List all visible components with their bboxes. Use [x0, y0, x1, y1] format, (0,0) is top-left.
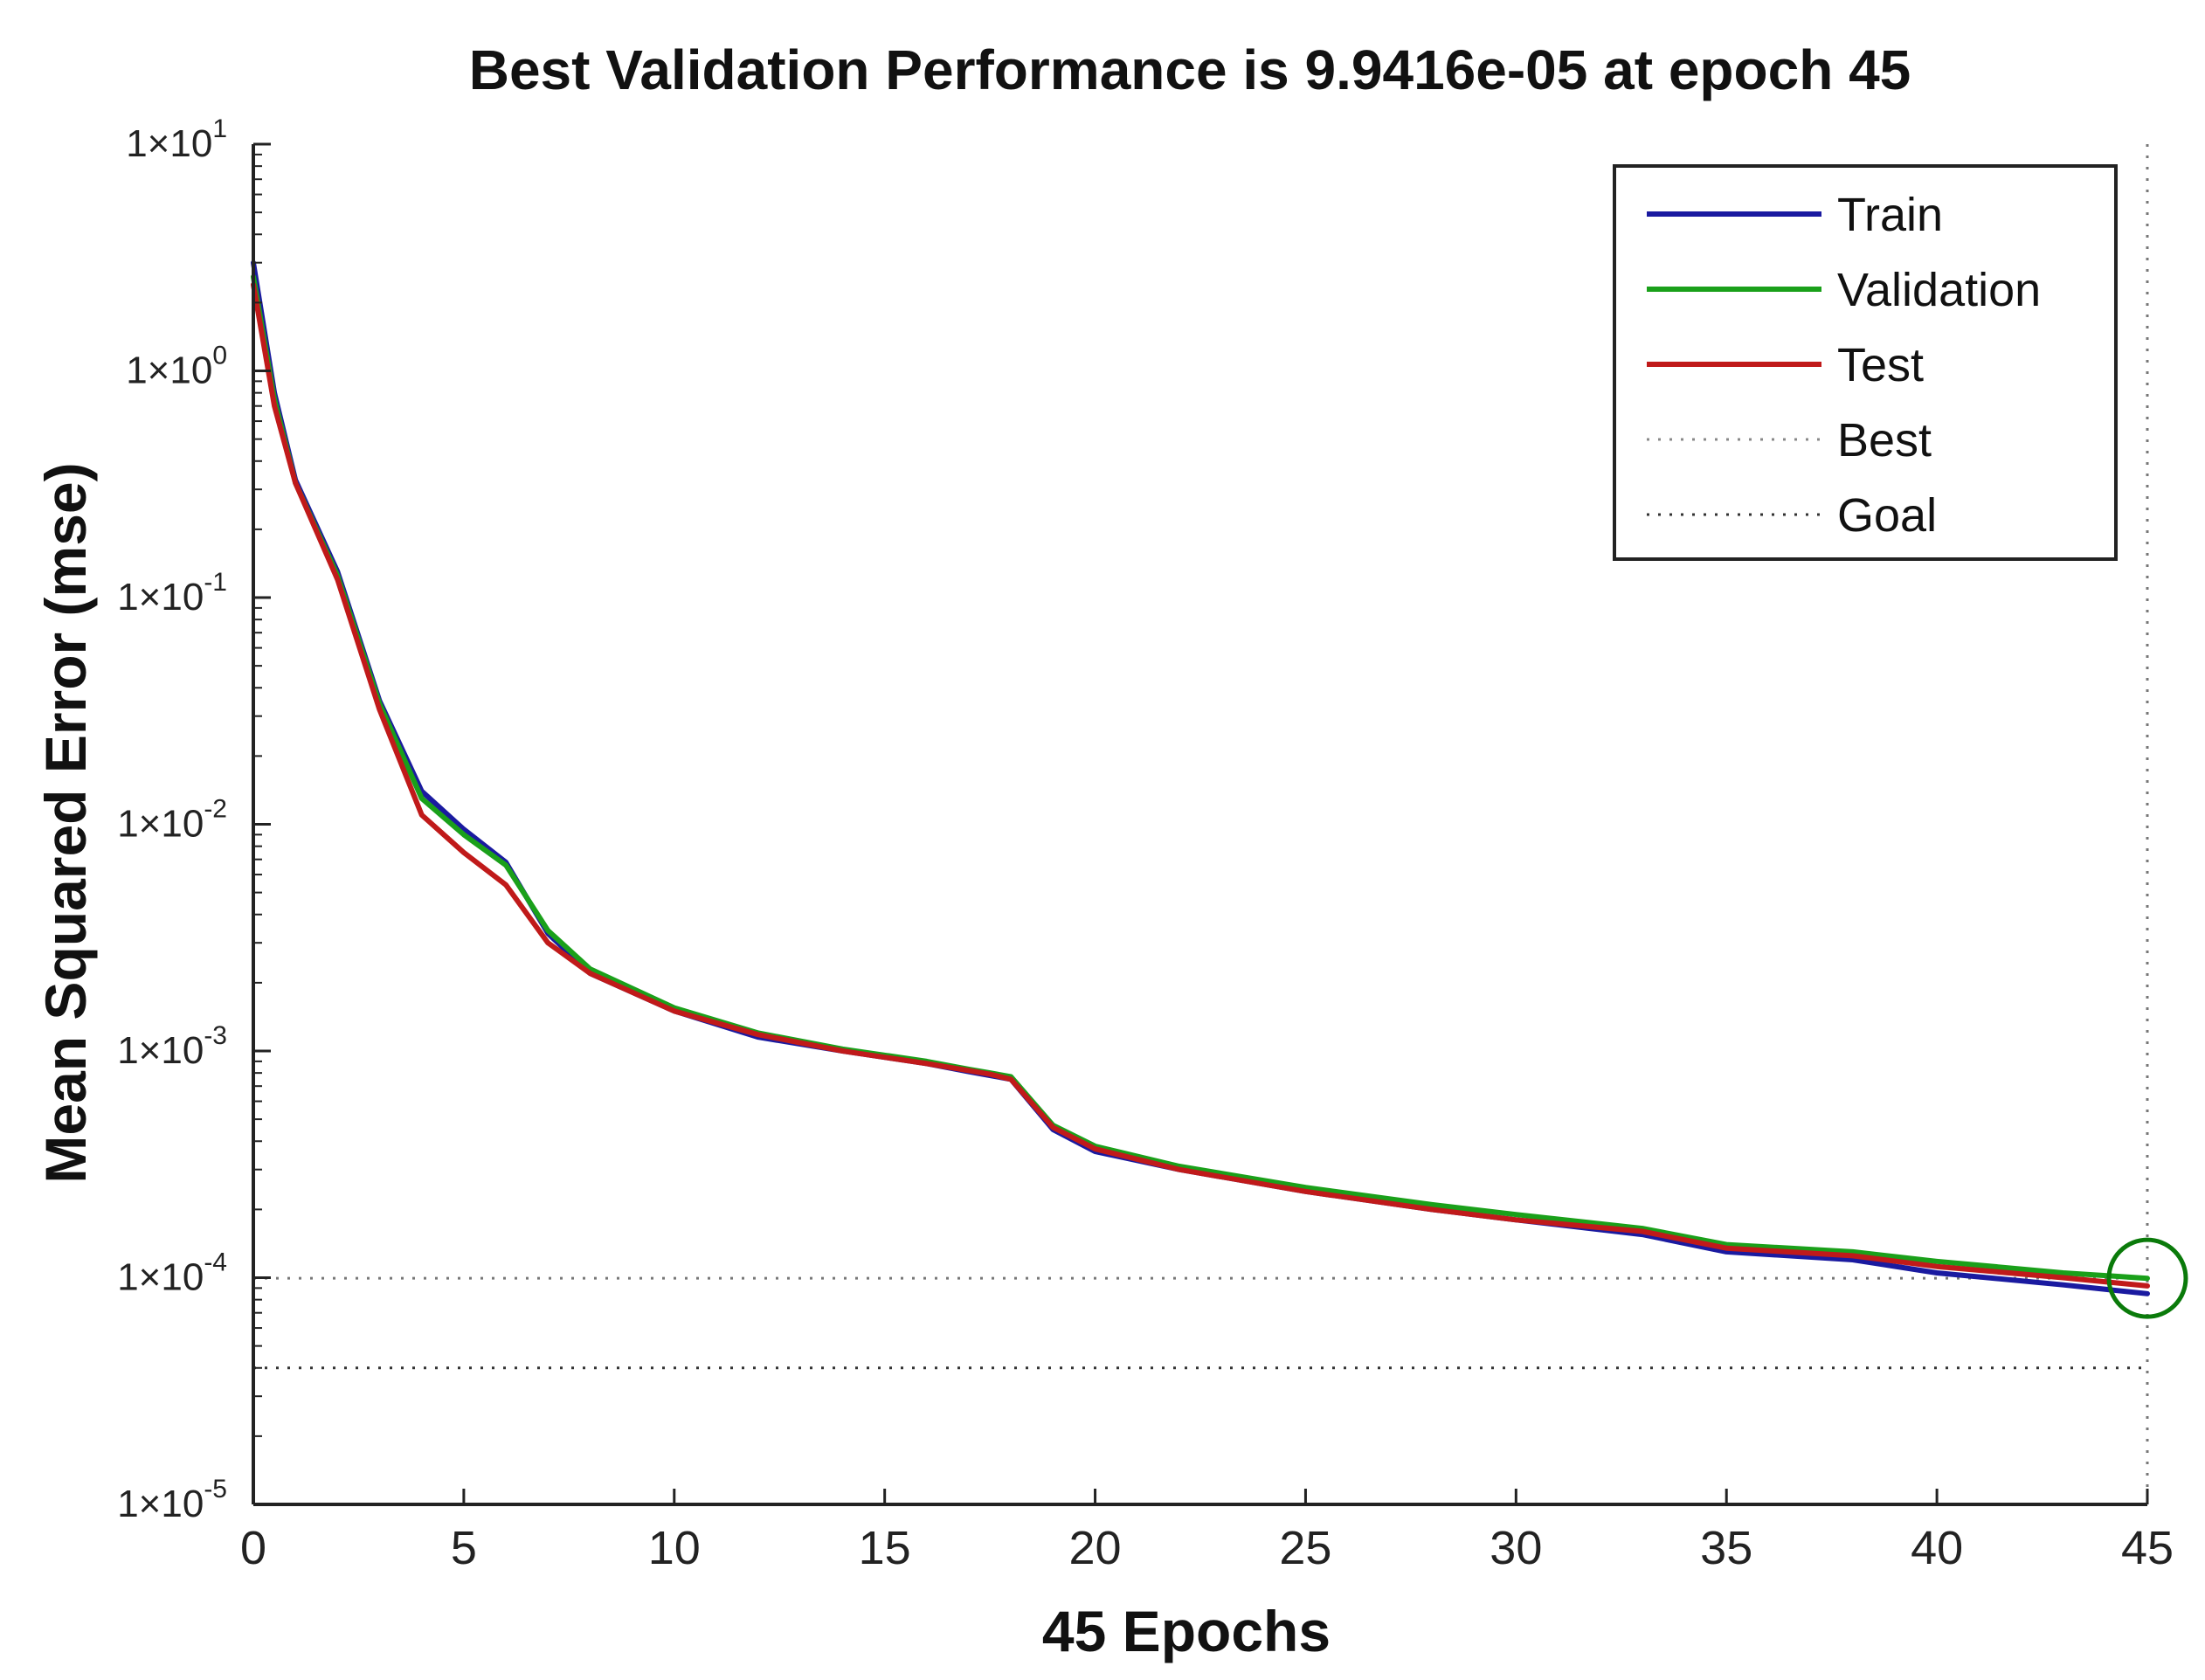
y-tick-base: 1×10: [126, 349, 212, 392]
legend-label-validation: Validation: [1837, 264, 2041, 316]
legend-label-goal: Goal: [1837, 489, 1937, 542]
y-tick-exponent: -2: [204, 795, 227, 824]
y-tick-exponent: -1: [204, 568, 227, 597]
chart-title: Best Validation Performance is 9.9416e-0…: [469, 38, 1911, 101]
x-tick-label: 30: [1490, 1522, 1542, 1574]
x-tick-label: 0: [240, 1522, 266, 1574]
y-tick-label: 1×10-4: [117, 1248, 227, 1299]
best-marker: [2106, 1237, 2188, 1319]
y-tick-base: 1×10: [126, 122, 212, 165]
y-tick-exponent: -4: [204, 1248, 227, 1277]
x-tick-label: 40: [1911, 1522, 1963, 1574]
x-tick-label: 10: [648, 1522, 701, 1574]
legend-label-best: Best: [1837, 414, 1932, 467]
series-lines: [251, 259, 2150, 1296]
x-tick-label: 45: [2121, 1522, 2174, 1574]
y-tick-exponent: -3: [204, 1021, 227, 1050]
y-tick-label: 1×10-3: [117, 1021, 227, 1072]
y-tick-base: 1×10: [117, 576, 204, 619]
y-tick-label: 1×101: [126, 114, 227, 165]
x-ticks: 0 5 10 15 20 25 30 35 40 45: [240, 1489, 2174, 1574]
x-axis-title: 45 Epochs: [1042, 1599, 1331, 1663]
plot-area: 0 5 10 15 20 25 30 35 40 45 1×1011×1001×10-11×10-…: [117, 114, 2188, 1574]
y-tick-base: 1×10: [117, 1029, 204, 1072]
y-tick-base: 1×10: [117, 1483, 204, 1525]
series-line-test: [251, 281, 2150, 1289]
y-tick-exponent: -5: [204, 1475, 227, 1504]
x-tick-label: 25: [1279, 1522, 1331, 1574]
x-tick-label: 35: [1700, 1522, 1752, 1574]
y-tick-base: 1×10: [117, 803, 204, 846]
best-point-circle: [2106, 1237, 2188, 1319]
legend-label-train: Train: [1837, 189, 1943, 241]
legend: Train Validation Test Best Goal: [1613, 164, 2118, 561]
y-tick-label: 1×10-5: [117, 1475, 227, 1525]
x-tick-label: 5: [451, 1522, 477, 1574]
y-tick-label: 1×10-2: [117, 795, 227, 846]
y-tick-exponent: 1: [212, 114, 227, 143]
x-tick-label: 20: [1069, 1522, 1122, 1574]
legend-label-test: Test: [1837, 339, 1924, 391]
y-tick-exponent: 0: [212, 342, 227, 370]
y-tick-label: 1×10-1: [117, 568, 227, 619]
y-tick-base: 1×10: [117, 1256, 204, 1299]
x-tick-label: 15: [859, 1522, 911, 1574]
y-axis-title: Mean Squared Error (mse): [33, 462, 98, 1183]
y-tick-label: 1×100: [126, 342, 227, 392]
